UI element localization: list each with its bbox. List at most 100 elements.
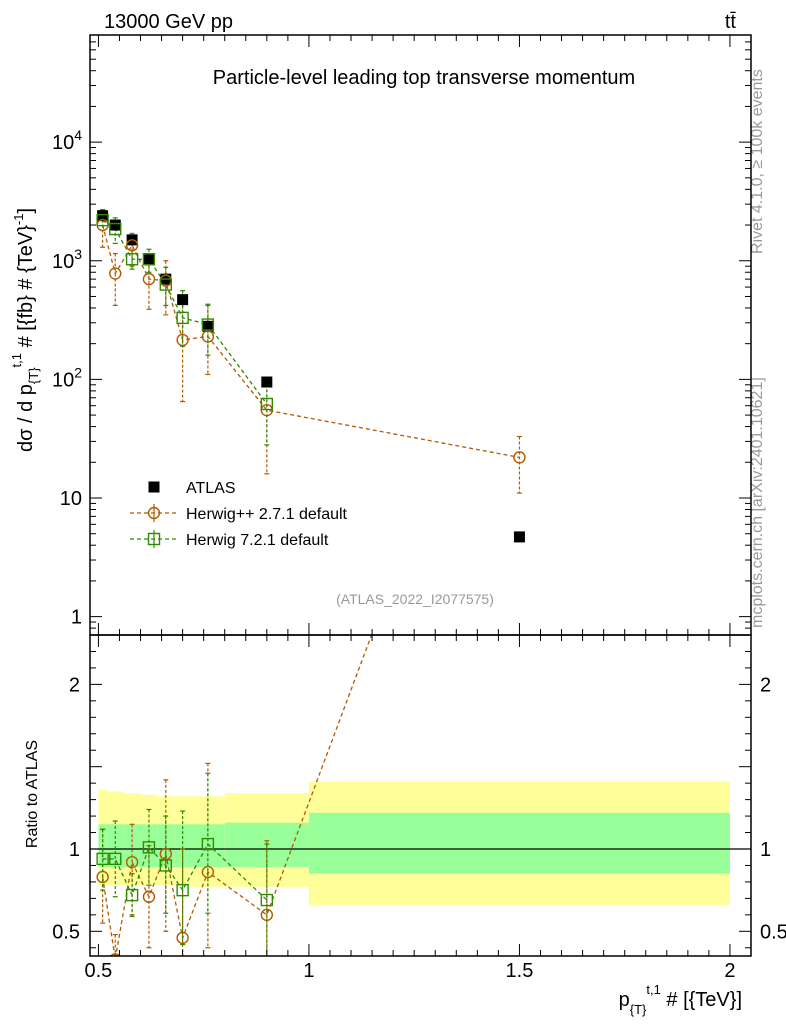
- data-point: [142, 272, 156, 286]
- y-tick-label: 102: [52, 364, 82, 391]
- legend-label: Herwig 7.2.1 default: [186, 532, 329, 549]
- y-tick-label: 104: [52, 127, 82, 154]
- marker: [125, 253, 139, 266]
- ratio-marker: [142, 841, 156, 854]
- ratio-marker: [109, 852, 122, 866]
- data-point: [176, 311, 189, 325]
- marker: [176, 333, 189, 347]
- data-point: [96, 213, 109, 227]
- legend-marker: [147, 506, 161, 520]
- x-tick-label: 1.5: [506, 960, 534, 982]
- data-point: [513, 451, 526, 464]
- legend-label: ATLAS: [186, 480, 236, 497]
- legend: ATLAS Herwig++ 2.7.1 default Herwig 7.2.1 …: [130, 480, 348, 549]
- y-tick-label: 103: [52, 246, 82, 273]
- data-point: [177, 294, 189, 306]
- marker: [202, 320, 214, 332]
- legend-marker: [148, 481, 160, 493]
- data-point: [513, 531, 525, 543]
- marker: [142, 272, 156, 286]
- ratio-marker: [176, 883, 189, 897]
- marker: [261, 376, 273, 388]
- band-inner-bin: [174, 824, 192, 868]
- ratio-y-tick-label-right: 0.5: [760, 921, 786, 943]
- ratio-y-tick-label: 0.5: [52, 921, 80, 943]
- y-tick-label: 10: [60, 488, 82, 510]
- marker: [109, 219, 121, 231]
- data-point: [97, 210, 109, 222]
- marker: [513, 451, 526, 464]
- ratio-marker: [125, 855, 139, 869]
- data-point: [201, 330, 215, 343]
- marker: [143, 254, 155, 266]
- marker: [260, 397, 274, 411]
- svg-text:p{T}t,1 # [{TeV}]: p{T}t,1 # [{TeV}]: [619, 982, 742, 1017]
- ratio-marker: [201, 837, 215, 851]
- data-point: [261, 376, 273, 388]
- data-point: [202, 320, 214, 332]
- band-inner-bin: [308, 812, 730, 874]
- data-point: [142, 253, 156, 266]
- ratio-marker: [201, 865, 215, 879]
- marker: [109, 222, 122, 236]
- x-tick-label: 0.5: [85, 960, 113, 982]
- data-point: [125, 239, 139, 252]
- marker: [177, 294, 189, 306]
- ratio-y-tick-label: 2: [69, 674, 80, 696]
- process-label: tt̄: [725, 11, 737, 33]
- x-tick-label: 2: [724, 960, 735, 982]
- data-point: [201, 318, 215, 331]
- ratio-marker: [96, 852, 109, 866]
- marker: [142, 253, 156, 266]
- marker: [97, 210, 109, 222]
- main-lines: [100, 208, 522, 494]
- data-point: [159, 278, 172, 291]
- ratio-lines: [96, 234, 525, 956]
- x-tick-label: 1: [303, 960, 314, 982]
- mcplots-label: mcplots.cern.ch [arXiv:2401.10621]: [749, 377, 766, 628]
- ratio-y-tick-label: 1: [69, 839, 80, 861]
- ratio-marker: [110, 953, 121, 956]
- ratio-marker: [125, 888, 139, 902]
- legend-entry: Herwig 7.2.1 default: [130, 530, 329, 549]
- marker: [201, 318, 215, 331]
- data-point: [109, 219, 121, 231]
- ratio-marker: [260, 893, 274, 907]
- data-point: [109, 222, 122, 236]
- data-point: [143, 254, 155, 266]
- watermark: (ATLAS_2022_I2077575): [336, 591, 494, 607]
- ratio-line-Herwig 7.2.1 default: [102, 843, 268, 901]
- ratio-y-tick-label-right: 2: [760, 674, 771, 696]
- ratio-panel-frame: [89, 634, 752, 957]
- chart-title: Particle-level leading top transverse mo…: [213, 67, 635, 89]
- legend-entry: ATLAS: [148, 480, 236, 497]
- marker: [109, 267, 122, 280]
- x-axis-label: p{T}t,1 # [{TeV}]: [619, 982, 742, 1017]
- legend-label: Herwig++ 2.7.1 default: [186, 506, 348, 523]
- marker: [513, 531, 525, 543]
- legend-entry: Herwig++ 2.7.1 default: [130, 504, 348, 523]
- marker: [125, 239, 139, 252]
- series-line-Herwig++ 2.7.1 default: [102, 224, 520, 459]
- ratio-uncertainty-bands: [90, 781, 751, 905]
- rivet-label: Rivet 4.1.0, ≥ 100k events: [749, 69, 766, 254]
- energy-label: 13000 GeV pp: [104, 11, 233, 33]
- data-point: [125, 253, 139, 266]
- marker: [176, 311, 189, 325]
- data-point: [109, 267, 122, 280]
- ratio-marker: [159, 859, 172, 872]
- ratio-y-tick-label-right: 1: [760, 839, 771, 861]
- marker: [201, 330, 215, 343]
- main-ylabel: dσ / d p{T}t,1 # [{fb} # {TeV}-1]: [9, 208, 41, 452]
- y-tick-label: 1: [71, 607, 82, 629]
- data-point: [176, 333, 189, 347]
- ratio-ylabel: Ratio to ATLAS: [24, 740, 41, 848]
- svg-text:dσ / d p{T}t,1 # [{fb} # {TeV}: dσ / d p{T}t,1 # [{fb} # {TeV}-1]: [9, 208, 41, 452]
- ratio-marker: [142, 890, 156, 903]
- chart-marks: [96, 210, 526, 543]
- data-point: [260, 397, 274, 411]
- ratio-marker: [514, 234, 525, 245]
- legend-marker: [147, 532, 161, 546]
